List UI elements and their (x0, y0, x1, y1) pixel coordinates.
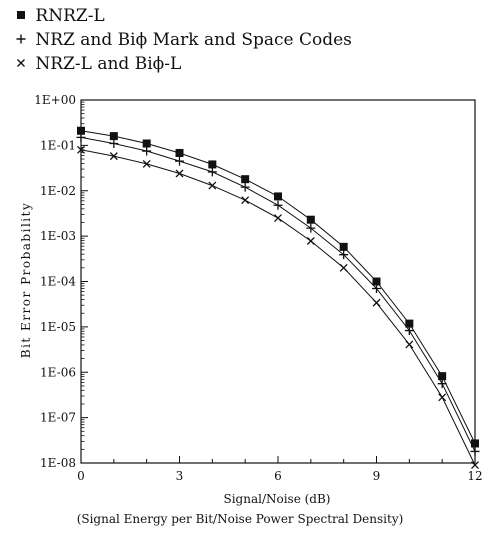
data-point-cross (471, 461, 479, 470)
legend-label: NRZ-L and Biϕ-L (35, 54, 182, 74)
data-point-cross (339, 263, 348, 272)
x-tick-label: 6 (274, 469, 282, 483)
data-point-cross (438, 393, 447, 402)
data-point-plus (470, 446, 480, 456)
data-point-cross (372, 298, 381, 307)
y-tick-label: 1E-01 (40, 138, 76, 152)
data-point-cross (142, 159, 151, 168)
data-point-plus (240, 182, 250, 192)
data-point-square (372, 277, 381, 286)
x-tick-label: 9 (373, 469, 381, 483)
data-point-plus (339, 250, 349, 260)
y-axis: 1E+00 1E-01 1E-02 1E-03 1E-04 1E-05 1E-06 1E-07… (34, 93, 88, 470)
series-cross (77, 145, 479, 470)
series-line (80, 136, 476, 452)
data-point-cross (306, 237, 315, 245)
data-point-square (175, 148, 184, 157)
data-point-plus (207, 167, 217, 177)
data-point-plus (273, 200, 283, 210)
data-point-cross (109, 152, 118, 161)
data-point-square (77, 126, 85, 135)
legend-item-nrz-mark-space: NRZ and Biϕ Mark and Space Codes (14, 28, 352, 52)
x-tick-label: 3 (176, 469, 184, 483)
legend-item-nrz-l: NRZ-L and Biϕ-L (14, 52, 352, 76)
series-square (77, 126, 479, 448)
y-tick-label: 1E-04 (40, 275, 76, 289)
legend-label: RNRZ-L (35, 6, 105, 26)
data-point-square (274, 192, 282, 201)
series-plus (76, 132, 480, 456)
data-point-cross (274, 214, 282, 223)
y-tick-label: 1E-02 (40, 184, 76, 198)
legend-square-marker-icon (14, 4, 30, 28)
data-point-square (109, 132, 118, 141)
data-point-plus (372, 284, 381, 294)
data-point-plus (437, 379, 447, 389)
y-axis-title: Bit Error Probability (19, 202, 33, 358)
data-point-square (241, 175, 250, 184)
x-tick-label: 0 (77, 469, 85, 483)
data-point-square (142, 139, 151, 148)
data-point-cross (208, 181, 217, 190)
x-tick-label: 12 (467, 469, 482, 483)
x-axis: 0 3 6 9 12 (77, 456, 483, 483)
data-point-cross (405, 340, 414, 349)
data-point-plus (306, 223, 316, 233)
legend-plus-marker-icon (14, 28, 30, 52)
x-axis-subtitle: (Signal Energy per Bit/Noise Power Spect… (77, 512, 404, 526)
legend: RNRZ-L NRZ and Biϕ Mark and Space Codes … (14, 4, 352, 76)
series-line (80, 130, 476, 444)
data-point-square (471, 439, 479, 448)
legend-cross-marker-icon (14, 52, 30, 76)
y-tick-label: 1E-06 (40, 365, 76, 379)
data-point-plus (142, 146, 152, 156)
data-point-plus (175, 156, 184, 166)
y-tick-label: 1E-08 (40, 456, 76, 470)
legend-item-rnrz-l: RNRZ-L (14, 4, 352, 28)
plot-frame (80, 99, 476, 464)
data-point-plus (76, 132, 86, 142)
plot-border (80, 99, 476, 464)
data-point-square (306, 215, 315, 224)
series-layer (76, 126, 480, 470)
data-point-square (438, 372, 447, 381)
x-axis-title: Signal/Noise (dB) (223, 492, 330, 506)
y-tick-label: 1E-03 (40, 229, 76, 243)
data-point-square (339, 242, 348, 251)
legend-label: NRZ and Biϕ Mark and Space Codes (35, 30, 352, 50)
data-point-plus (404, 326, 414, 336)
data-point-plus (109, 138, 119, 148)
y-tick-label: 1E+00 (34, 93, 76, 107)
data-point-square (405, 319, 414, 328)
data-point-cross (241, 196, 250, 205)
data-point-cross (77, 145, 85, 154)
data-point-square (208, 160, 217, 169)
data-point-cross (175, 169, 184, 178)
y-tick-label: 1E-05 (40, 320, 76, 334)
y-tick-label: 1E-07 (40, 411, 76, 425)
